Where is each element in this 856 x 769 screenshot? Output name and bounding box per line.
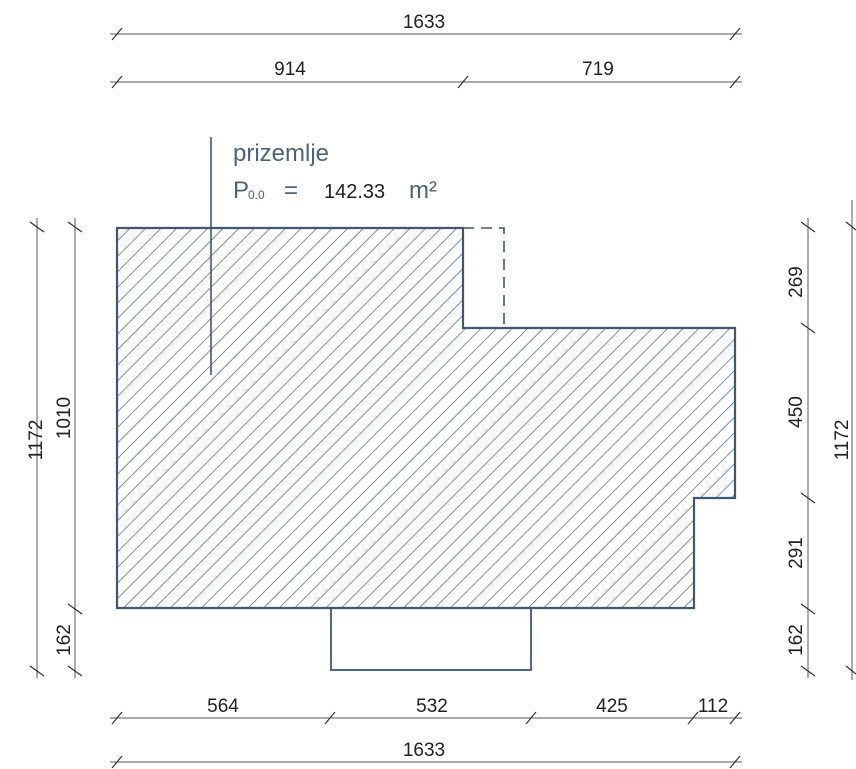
dim-right-1: 269	[786, 266, 807, 298]
right-dimension-total: 1172	[832, 200, 856, 680]
top-dimension-total: 1633	[110, 12, 742, 41]
right-dimension-chain: 269 450 291 162	[786, 218, 816, 678]
floor-name: prizemlje	[233, 140, 329, 167]
dashed-niche-outline	[463, 227, 505, 328]
dim-top-left: 914	[274, 59, 306, 80]
area-subscript: 0.0	[248, 188, 265, 202]
dim-left-bottom: 162	[54, 624, 75, 656]
dim-bottom-3: 425	[596, 696, 628, 717]
area-value: 142.33	[324, 181, 385, 203]
dim-right-4: 162	[786, 624, 807, 656]
dim-top-right: 719	[582, 59, 614, 80]
left-dimension-inner: 1010 162	[54, 218, 83, 678]
dim-right-3: 291	[786, 537, 807, 569]
dim-right-2: 450	[786, 396, 807, 428]
dim-bottom-2: 532	[416, 696, 448, 717]
bottom-dimension-chain: 564 532 425 112	[110, 696, 742, 725]
area-unit: m²	[409, 177, 437, 204]
dim-bottom-total: 1633	[403, 740, 445, 761]
porch-outline	[330, 607, 532, 671]
area-symbol: P	[233, 177, 249, 204]
dim-top-total: 1633	[403, 12, 445, 33]
bottom-dimension-total: 1633	[110, 740, 742, 769]
floor-area-hatched	[115, 226, 737, 610]
area-equals: =	[284, 177, 298, 204]
top-dimension-chain: 914 719	[110, 59, 742, 89]
dim-right-total: 1172	[832, 420, 853, 461]
dim-left-inner: 1010	[54, 397, 75, 439]
left-dimension-outer: 1172	[26, 218, 47, 678]
dim-left-outer: 1172	[26, 420, 47, 461]
dim-bottom-4: 112	[698, 696, 728, 717]
dim-bottom-1: 564	[207, 696, 239, 717]
